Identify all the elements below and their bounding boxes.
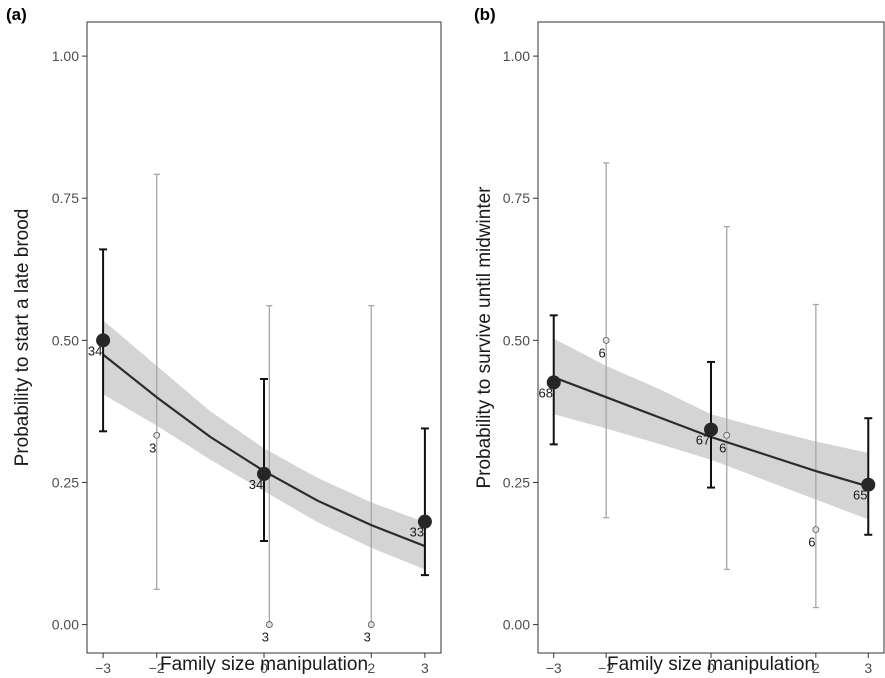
x-axis-title: Family size manipulation — [607, 654, 815, 675]
main-point — [96, 333, 111, 348]
x-tick-label: 3 — [864, 660, 872, 676]
y-tick-label: 0.25 — [52, 474, 79, 490]
minor-n-label: 3 — [149, 440, 156, 455]
main-n-label: 34 — [88, 343, 102, 358]
minor-n-label: 6 — [808, 535, 815, 550]
panel-a: (a) 0.00 0.25 0.50 0.75 1.00 −3 −2 0 2 3 Family siz… — [6, 5, 442, 676]
x-tick-label: −2 — [598, 660, 614, 676]
x-tick-label: 0 — [260, 660, 268, 676]
x-tick-label: 0 — [707, 660, 715, 676]
panel-border — [537, 21, 885, 654]
minor-n-label: 3 — [262, 630, 269, 645]
panel-border — [86, 21, 442, 654]
minor-point — [153, 431, 161, 439]
x-tick-label: 2 — [812, 660, 820, 676]
y-tick-label: 0.00 — [52, 617, 79, 633]
main-n-label: 34 — [249, 477, 263, 492]
minor-n-label: 3 — [364, 630, 371, 645]
main-point — [861, 477, 876, 492]
main-point — [546, 375, 561, 390]
y-tick-label: 0.75 — [503, 190, 530, 206]
minor-n-label: 6 — [599, 345, 606, 360]
y-tick-label: 1.00 — [52, 48, 79, 64]
y-axis-title: Probability to start a late brood — [12, 209, 33, 467]
panel-label: (a) — [6, 5, 27, 24]
main-point — [417, 514, 432, 529]
y-tick-label: 1.00 — [503, 48, 530, 64]
minor-n-label: 6 — [719, 440, 726, 455]
main-n-label: 65 — [853, 488, 867, 503]
y-axis-title: Probability to survive until midwinter — [474, 186, 495, 489]
x-tick-label: −2 — [149, 660, 165, 676]
y-tick-label: 0.25 — [503, 474, 530, 490]
x-axis-title: Family size manipulation — [160, 654, 368, 675]
minor-point — [723, 431, 731, 439]
y-tick-label: 0.00 — [503, 617, 530, 633]
x-tick-label: 2 — [367, 660, 375, 676]
y-tick-label: 0.50 — [52, 332, 79, 348]
main-point — [704, 422, 718, 437]
minor-point — [602, 336, 610, 344]
confidence-band — [103, 320, 425, 570]
minor-point — [812, 526, 820, 534]
x-tick-label: 3 — [421, 660, 429, 676]
panel-b: (b) 0.00 0.25 0.50 0.75 1.00 −3 −2 0 2 3 Family siz… — [474, 5, 885, 676]
main-n-label: 68 — [538, 385, 552, 400]
panel-label: (b) — [474, 5, 496, 24]
x-tick-label: −3 — [546, 660, 562, 676]
main-point — [257, 466, 271, 481]
main-n-label: 33 — [410, 525, 424, 540]
minor-point — [265, 621, 273, 628]
minor-point — [367, 621, 375, 628]
x-tick-label: −3 — [95, 660, 111, 676]
y-tick-label: 0.75 — [52, 190, 79, 206]
y-tick-label: 0.50 — [503, 332, 530, 348]
main-n-label: 67 — [696, 433, 710, 448]
